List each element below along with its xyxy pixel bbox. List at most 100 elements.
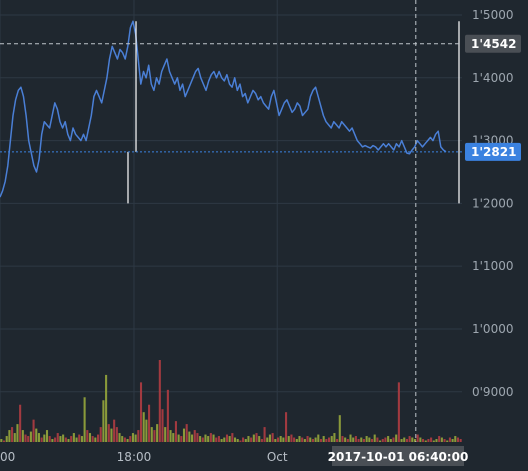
last-price-label: 1'2821 [471, 145, 516, 159]
volume-bar [220, 439, 223, 442]
volume-bar [330, 436, 333, 442]
volume-bar [263, 427, 266, 442]
volume-bar [446, 440, 449, 442]
volume-bar [346, 439, 349, 442]
volume-bar [24, 434, 27, 442]
volume-bar [242, 437, 245, 442]
volume-bar [13, 433, 16, 442]
vertical-gridlines [0, 0, 278, 442]
volume-bar [91, 436, 94, 442]
volume-bar [392, 437, 395, 442]
volume-bar [123, 437, 126, 442]
price-series-line [0, 20, 447, 198]
volume-bar [86, 430, 89, 442]
volume-bar [35, 428, 38, 442]
volume-bar [354, 436, 357, 442]
volume-bar [282, 437, 285, 442]
volume-bar [368, 437, 371, 442]
volume-bar [314, 437, 317, 442]
volume-bar [64, 437, 67, 442]
volume-bar [188, 431, 191, 442]
volume-bar [161, 409, 164, 442]
volume-bar [174, 421, 177, 442]
volume-bar [32, 419, 35, 442]
volume-bar [177, 434, 180, 442]
volume-bar [207, 436, 210, 442]
volume-bar [352, 437, 355, 442]
volume-bar [131, 433, 135, 442]
volume-bar [338, 415, 341, 442]
volume-bar [110, 428, 113, 442]
volume-bar [99, 427, 102, 442]
volume-bar [422, 439, 425, 442]
volume-bar [258, 436, 261, 442]
volume-bar [191, 434, 194, 442]
volume-bar [37, 433, 40, 442]
volume-bar [139, 382, 143, 442]
y-tick-label: 1'0000 [472, 322, 513, 336]
volume-bar [199, 436, 202, 442]
volume-bar [319, 439, 323, 442]
volume-bar [309, 437, 312, 442]
volume-bars [0, 360, 462, 442]
volume-bar [228, 436, 231, 442]
volume-bar [306, 436, 309, 442]
volume-bar [252, 434, 255, 442]
volume-bar [370, 439, 374, 442]
y-tick-label: 1'5000 [472, 8, 513, 22]
volume-bar [349, 434, 352, 442]
volume-bar [317, 434, 320, 442]
volume-bar [126, 439, 129, 442]
crosshair-time-tag: 2017-10-01 06:40:00 [328, 446, 468, 466]
volume-bar [193, 430, 196, 442]
y-tick-label: 1'2000 [472, 196, 513, 210]
volume-bar [231, 433, 234, 442]
x-tick-label: 18:00 [117, 450, 152, 464]
volume-bar [413, 439, 417, 442]
volume-bar [115, 427, 118, 442]
y-tick-label: 0'9000 [472, 385, 513, 399]
volume-bar [83, 397, 86, 442]
volume-bar [105, 374, 108, 442]
volume-bar [169, 430, 172, 442]
volume-bar [21, 430, 24, 442]
volume-bar [344, 437, 347, 442]
volume-bar [94, 437, 97, 442]
volume-bar [156, 424, 159, 442]
volume-bar [303, 439, 306, 442]
volume-bar [142, 412, 145, 442]
volume-bar [384, 437, 387, 442]
crosshair-price-tag-background [465, 34, 521, 53]
volume-bar [102, 400, 105, 442]
y-tick-label: 1'1000 [472, 259, 513, 273]
volume-bar [40, 437, 43, 442]
volume-bar [247, 436, 250, 442]
volume-bar [180, 436, 183, 442]
volume-bar [217, 436, 220, 442]
volume-bar [54, 437, 57, 442]
volume-bar [279, 436, 282, 442]
volume-bar [405, 439, 408, 442]
volume-bar [274, 439, 277, 442]
volume-bar [250, 437, 253, 442]
volume-bar [201, 437, 204, 442]
volume-bar [293, 437, 296, 442]
volume-bar [11, 427, 14, 442]
volume-bar [182, 428, 186, 442]
volume-bar [0, 439, 3, 442]
volume-bar [113, 419, 116, 442]
volume-bar [287, 436, 290, 442]
volume-bar [301, 437, 304, 442]
volume-bar [389, 439, 392, 442]
volume-bar [285, 412, 288, 442]
volume-bar [268, 434, 271, 442]
volume-bar [185, 424, 188, 442]
crosshair-price-label: 1'4542 [471, 37, 516, 51]
volume-bar [19, 404, 22, 442]
x-tick-label: 00 [0, 450, 15, 464]
volume-bar [448, 437, 451, 442]
volume-bar [411, 437, 414, 442]
volume-bar [362, 439, 366, 442]
volume-bar [148, 404, 151, 442]
